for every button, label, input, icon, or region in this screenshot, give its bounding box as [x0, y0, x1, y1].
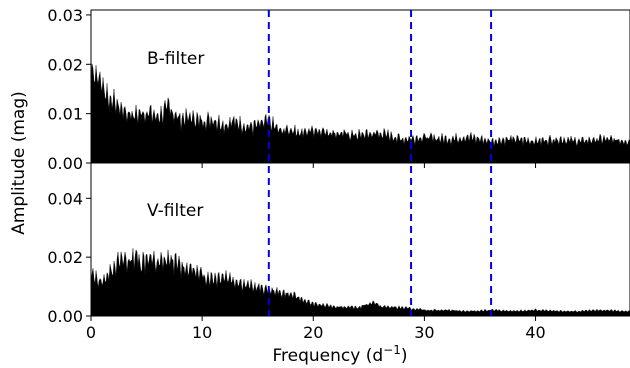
- x-axis-ticks: 0 10 20 30 40: [86, 163, 546, 342]
- b-filter-spectrum: [90, 63, 630, 164]
- y-axis-label: Amplitude (mag): [9, 91, 29, 235]
- b-filter-panel: 0.00 0.01 0.02 0.03 B-filter: [47, 6, 630, 173]
- b-filter-label: B-filter: [147, 49, 204, 69]
- x-tick-label: 20: [303, 323, 323, 342]
- v-filter-y-tick-label: 0.04: [47, 189, 83, 208]
- b-filter-spectrum-area: [90, 63, 630, 164]
- x-tick-label: 0: [86, 323, 96, 342]
- x-tick-label: 10: [192, 323, 212, 342]
- v-filter-y-tick-label: 0.02: [47, 248, 83, 267]
- b-filter-y-ticks: 0.00 0.01 0.02 0.03: [47, 6, 91, 173]
- v-filter-panel: 0.00 0.02 0.04 V-filter: [47, 162, 630, 326]
- b-filter-y-tick-label: 0.02: [47, 55, 83, 74]
- frequency-markers: [267, 10, 493, 316]
- v-filter-frame: [90, 162, 630, 317]
- b-filter-y-tick-label: 0.01: [47, 105, 83, 124]
- x-axis-label-main: Frequency (d: [273, 346, 384, 366]
- x-axis-label: Frequency (d−1): [273, 343, 408, 366]
- x-tick-label: 30: [414, 323, 434, 342]
- x-axis-label-superscript: −1: [383, 343, 401, 357]
- v-filter-label: V-filter: [147, 201, 203, 221]
- b-filter-y-tick-label: 0.03: [47, 6, 83, 25]
- x-axis-label-close: ): [401, 346, 408, 366]
- b-filter-y-tick-label: 0.00: [47, 154, 83, 173]
- v-filter-y-tick-label: 0.00: [47, 307, 83, 326]
- v-filter-spectrum: [90, 248, 630, 317]
- x-tick-label: 40: [525, 323, 545, 342]
- v-filter-spectrum-area: [90, 248, 630, 317]
- v-filter-y-ticks: 0.00 0.02 0.04: [47, 189, 91, 326]
